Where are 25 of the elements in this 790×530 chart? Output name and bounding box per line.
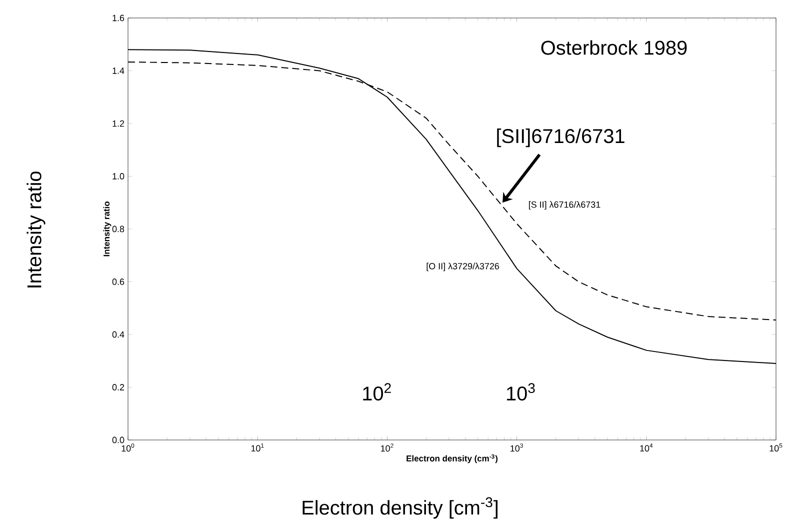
- y-tick-label: 1.4: [112, 68, 124, 74]
- x-tick-label: 10$^{5}$: [770, 444, 782, 452]
- y-tick-label: 0.0: [112, 436, 124, 444]
- y-tick-label: 1.2: [112, 120, 124, 127]
- annotation: Osterbrock 1989: [541, 40, 687, 55]
- x-tick-label: 10$^{2}$: [381, 444, 394, 452]
- series-label: [O II] λ3729/λ3726: [426, 262, 500, 272]
- annotation: [SII]6716/6731: [497, 128, 624, 148]
- x-axis-title: Electron density (cm$^{-3}$): [406, 454, 498, 464]
- text: Electron density [cm$^{-3}$]: [302, 497, 498, 519]
- y-tick-label: 0.8: [112, 226, 124, 232]
- y-tick-label: 1.6: [112, 14, 124, 22]
- annotation: 10$^{3}$: [507, 383, 535, 401]
- y-tick-label: 0.4: [112, 331, 124, 338]
- x-tick-label: 10$^{4}$: [640, 444, 653, 452]
- x-tick-label: 10$^{0}$: [122, 444, 134, 452]
- y-axis-title: Intensity ratio: [103, 202, 112, 256]
- y-tick-label: 1.0: [112, 173, 124, 180]
- y-tick-label: 0.2: [112, 384, 124, 390]
- x-tick-label: 10$^{1}$: [251, 444, 264, 452]
- x-tick-label: 10$^{3}$: [510, 444, 523, 452]
- text: Intensity ratio: [26, 172, 46, 288]
- annotation: 10$^{2}$: [363, 383, 391, 401]
- y-tick-label: 0.6: [112, 278, 124, 285]
- text: [S II] λ6716/λ6731: [529, 201, 600, 210]
